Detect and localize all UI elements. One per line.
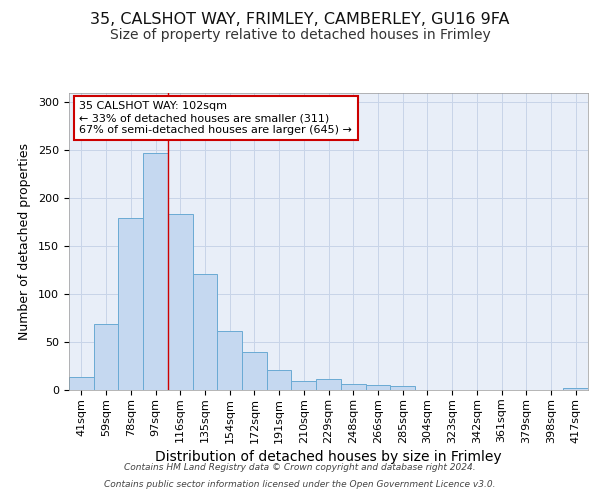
- Text: Contains HM Land Registry data © Crown copyright and database right 2024.: Contains HM Land Registry data © Crown c…: [124, 464, 476, 472]
- Text: Contains public sector information licensed under the Open Government Licence v3: Contains public sector information licen…: [104, 480, 496, 489]
- Bar: [341, 384, 365, 390]
- Text: 35 CALSHOT WAY: 102sqm
← 33% of detached houses are smaller (311)
67% of semi-de: 35 CALSHOT WAY: 102sqm ← 33% of detached…: [79, 102, 352, 134]
- Bar: [168, 214, 193, 390]
- Bar: [267, 370, 292, 390]
- Bar: [143, 153, 168, 390]
- Bar: [69, 376, 94, 390]
- Bar: [94, 324, 118, 390]
- Bar: [217, 330, 242, 390]
- Text: Size of property relative to detached houses in Frimley: Size of property relative to detached ho…: [110, 28, 490, 42]
- Bar: [365, 385, 390, 390]
- Bar: [563, 388, 588, 390]
- Bar: [292, 382, 316, 390]
- X-axis label: Distribution of detached houses by size in Frimley: Distribution of detached houses by size …: [155, 450, 502, 464]
- Bar: [316, 380, 341, 390]
- Text: 35, CALSHOT WAY, FRIMLEY, CAMBERLEY, GU16 9FA: 35, CALSHOT WAY, FRIMLEY, CAMBERLEY, GU1…: [90, 12, 510, 28]
- Y-axis label: Number of detached properties: Number of detached properties: [18, 143, 31, 340]
- Bar: [242, 352, 267, 390]
- Bar: [390, 386, 415, 390]
- Bar: [193, 274, 217, 390]
- Bar: [118, 218, 143, 390]
